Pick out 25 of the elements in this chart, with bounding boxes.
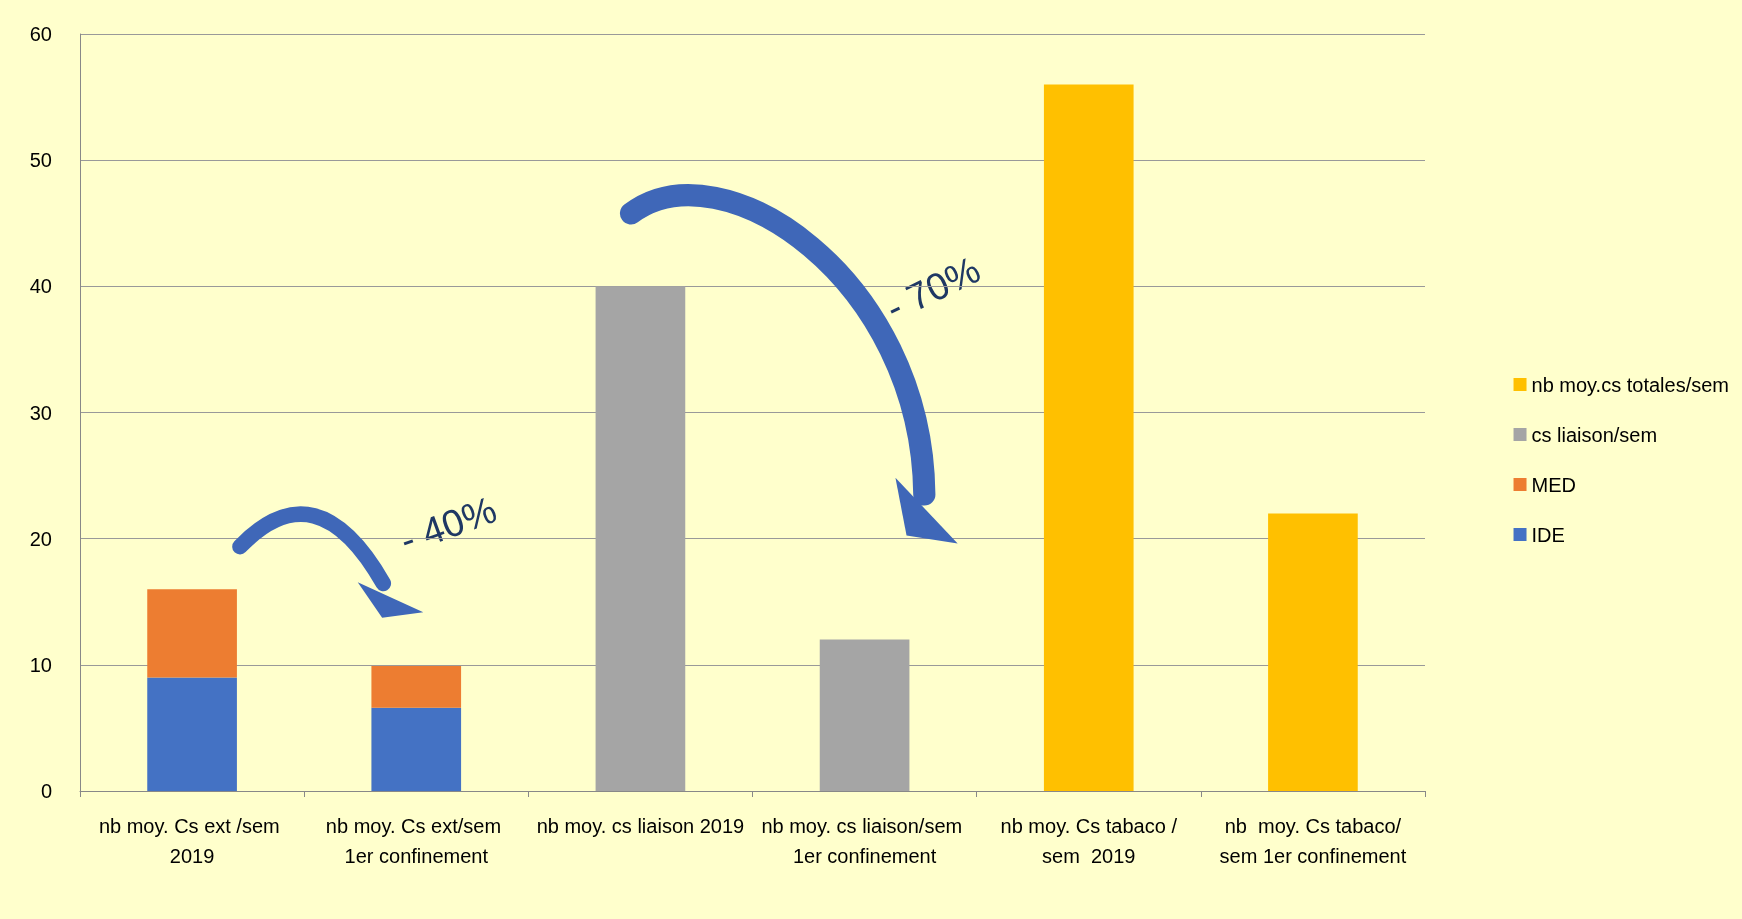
y-tick-label: 20 [29,527,52,550]
legend-label: cs liaison/sem [1531,423,1658,446]
x-tick-label: nb moy. Cs tabaco/sem 1er confinement [1219,815,1407,867]
y-tick-label: 60 [29,23,52,45]
annotation: - 40% [394,488,502,562]
legend-label: nb moy.cs totales/sem [1531,373,1729,396]
legend-label: IDE [1531,523,1565,546]
legend-label: MED [1531,473,1576,496]
y-tick-label: 50 [29,149,52,172]
bar [371,707,462,791]
x-tick-label: nb moy. Cs ext/sem 1er confinement [325,815,507,867]
x-tick-label: nb moy. Cs tabaco /sem 2019 [1000,815,1178,867]
y-tick-label: 0 [40,780,52,802]
x-tick-label: nb moy. cs liaison/sem 1er confinement [761,815,968,867]
y-tick-label: 10 [29,653,52,676]
bar [147,677,237,791]
x-tick-label: nb moy. cs liaison 2019 [536,815,745,837]
bar [1268,513,1358,791]
bar [1043,84,1134,791]
annotation: - 70% [879,248,987,330]
y-tick-label: 30 [29,401,52,424]
bar [371,666,462,708]
bar [147,589,237,678]
y-tick-label: 40 [29,275,52,298]
x-tick-label: nb moy. Cs ext /sem 2019 [98,815,286,867]
